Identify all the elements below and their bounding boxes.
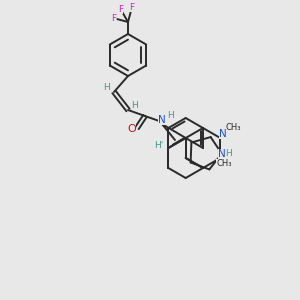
Text: O: O (128, 124, 136, 134)
Text: H: H (103, 83, 110, 92)
Text: CH₃: CH₃ (226, 124, 241, 133)
Text: N: N (218, 149, 226, 159)
Text: F: F (111, 14, 116, 22)
Text: CH₃: CH₃ (216, 159, 232, 168)
Text: H: H (132, 100, 138, 109)
Text: H: H (225, 149, 232, 158)
Text: F: F (129, 3, 134, 12)
Text: H: H (167, 110, 173, 119)
Text: N: N (219, 129, 227, 139)
Text: F: F (118, 4, 123, 14)
Text: H': H' (154, 142, 163, 151)
Text: N: N (158, 115, 166, 125)
